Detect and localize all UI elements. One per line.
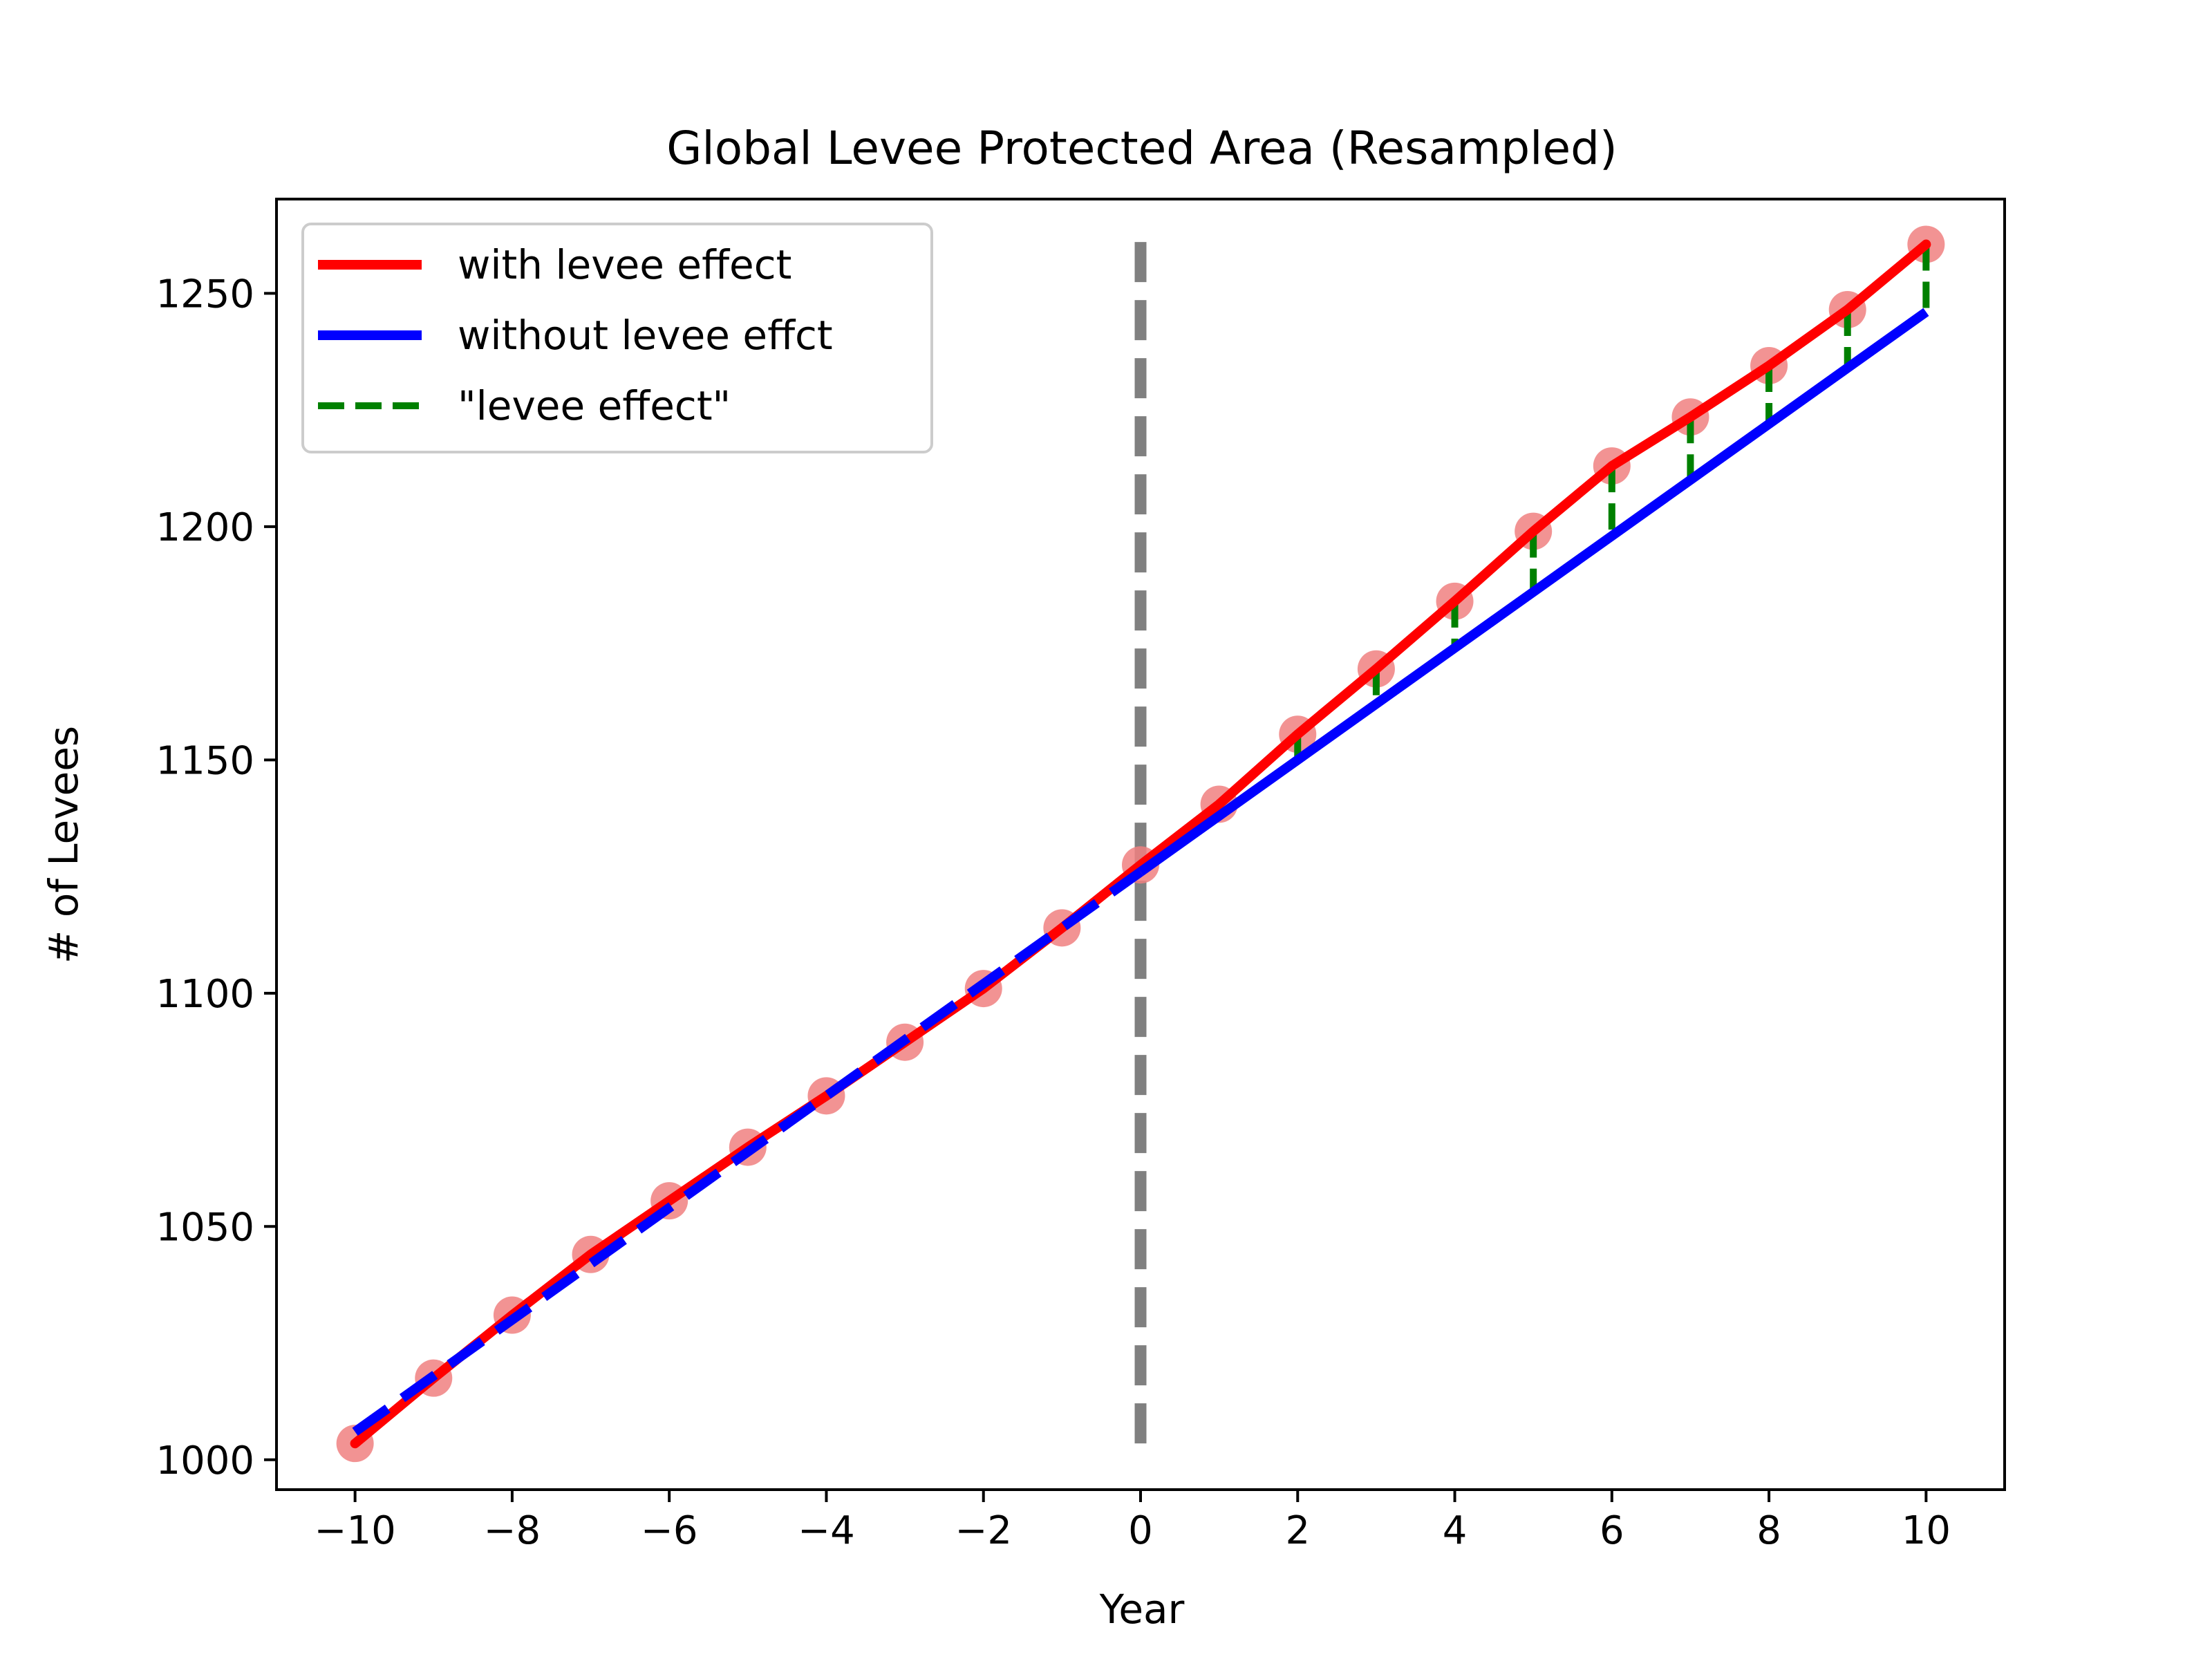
x-tick-label: −6 (641, 1508, 698, 1553)
x-tick-label: −8 (484, 1508, 541, 1553)
x-tick-label: 8 (1756, 1508, 1781, 1553)
y-tick-label: 1100 (156, 972, 254, 1017)
legend: with levee effect without levee effct "l… (301, 223, 933, 453)
y-tick-label: 1250 (156, 272, 254, 317)
x-tick-label: 10 (1902, 1508, 1951, 1553)
legend-label-with-levee: with levee effect (458, 241, 791, 288)
series-line-without-levee-pre-period (352, 868, 1144, 1436)
y-tick-label: 1150 (156, 738, 254, 783)
y-axis: 1000 1050 1100 1150 1200 1250 (156, 272, 276, 1483)
chart-title: Global Levee Protected Area (Resampled) (666, 122, 1618, 175)
x-tick-label: 6 (1600, 1508, 1624, 1553)
legend-label-without-levee: without levee effct (458, 312, 833, 359)
x-tick-label: −2 (955, 1508, 1012, 1553)
y-tick-label: 1000 (156, 1438, 254, 1483)
legend-box (301, 223, 933, 453)
x-axis: −10 −8 −6 −4 −2 0 2 4 6 8 10 (315, 1490, 1951, 1553)
x-axis-label: Year (1099, 1586, 1185, 1633)
series-line-without-levee (1137, 308, 1929, 876)
x-tick-label: −10 (315, 1508, 396, 1553)
y-tick-label: 1050 (156, 1205, 254, 1250)
y-axis-label: # of Levees (40, 726, 87, 964)
series-line-with-levee (350, 239, 1931, 1449)
x-tick-label: 2 (1285, 1508, 1310, 1553)
x-tick-label: −4 (798, 1508, 855, 1553)
x-tick-label: 0 (1128, 1508, 1153, 1553)
x-tick-label: 4 (1443, 1508, 1468, 1553)
plot-area (336, 225, 1945, 1463)
legend-label-levee-effect: "levee effect" (458, 382, 731, 429)
y-tick-label: 1200 (156, 505, 254, 550)
